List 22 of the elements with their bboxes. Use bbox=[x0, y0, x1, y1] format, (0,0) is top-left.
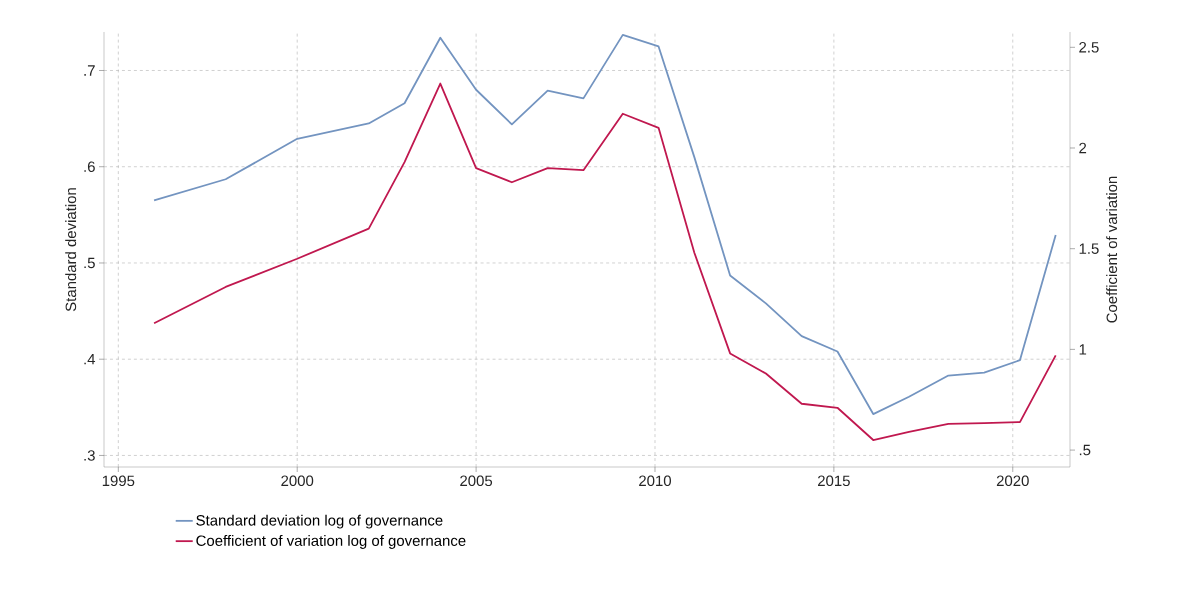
y2-tick-label: 2.5 bbox=[1079, 42, 1099, 53]
y-tick-label: .3 bbox=[84, 450, 95, 461]
y-tick-label: .6 bbox=[84, 161, 95, 173]
y2-axis-title: Coefficient of variation bbox=[1106, 176, 1118, 323]
line-series bbox=[153, 82, 1057, 441]
x-tick-label: 2010 bbox=[639, 475, 672, 487]
legend-label: Coefficient of variation log of governance bbox=[196, 534, 466, 549]
y-tick-label: .5 bbox=[84, 257, 95, 269]
y2-tick-label: .5 bbox=[1079, 444, 1091, 456]
x-tick-label: 2020 bbox=[996, 475, 1029, 487]
x-tick-label: 1995 bbox=[102, 475, 135, 487]
y-tick-label: .7 bbox=[84, 65, 95, 76]
y2-tick-label: 2 bbox=[1079, 142, 1087, 154]
line-series bbox=[153, 33, 1057, 415]
legend-label: Standard deviation log of governance bbox=[196, 514, 443, 529]
x-tick-label: 2015 bbox=[818, 475, 850, 487]
y2-tick-label: 1 bbox=[1079, 344, 1087, 355]
x-tick-label: 2005 bbox=[460, 475, 493, 487]
x-tick-label: 2000 bbox=[281, 475, 314, 487]
y-axis-title: Standard deviation bbox=[65, 188, 77, 312]
y-tick-label: .4 bbox=[84, 354, 96, 365]
y2-tick-label: 1.5 bbox=[1079, 243, 1099, 254]
